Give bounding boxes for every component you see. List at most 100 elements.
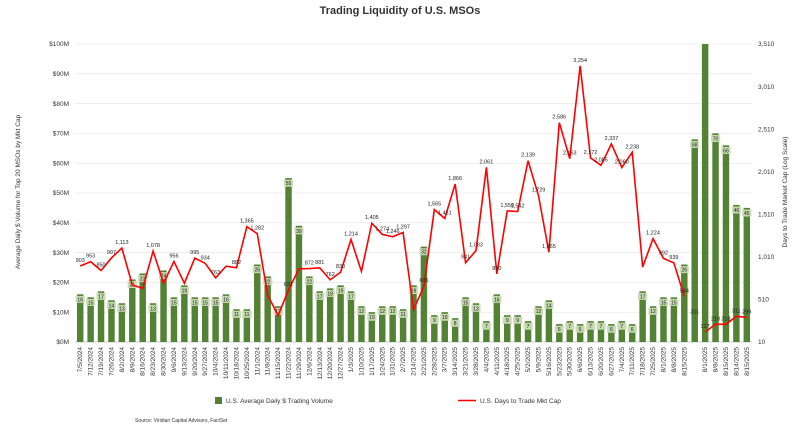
bar [337, 285, 344, 342]
bar-label: 15 [88, 300, 94, 306]
source-note: Source: Viridian Capital Advisors, FactS… [135, 418, 228, 424]
bar-label: 68 [692, 142, 698, 148]
bar-label: 32 [421, 250, 427, 256]
x-tick-label: 6/27/2025 [608, 347, 615, 376]
bar [462, 297, 469, 342]
x-tick-label: 8/23/2024 [150, 347, 157, 376]
bar-label: 18 [327, 291, 333, 297]
left-tick-label: $100M [49, 41, 69, 48]
bar-label-bg [86, 298, 96, 306]
x-tick-label: 7/18/2025 [640, 347, 647, 376]
bar-label: 15 [463, 300, 469, 306]
bar-label-bg [742, 209, 752, 217]
x-tick-label: 7/26/2024 [108, 347, 115, 376]
bar-label: 13 [473, 306, 479, 312]
bar-label: 7 [589, 324, 592, 330]
line-label: 762 [326, 272, 335, 278]
x-tick-label: 10/11/2024 [223, 347, 230, 379]
x-tick-label: 6/20/2025 [598, 347, 605, 376]
bar [514, 315, 521, 342]
bar-label: 17 [317, 294, 323, 300]
x-tick-label: 11/29/2024 [296, 347, 303, 379]
bar-label: 15 [192, 300, 198, 306]
bar-label: 22 [307, 279, 313, 285]
bar [733, 204, 740, 342]
bar [431, 315, 438, 342]
bar [566, 321, 573, 342]
line-label: 995 [190, 250, 199, 256]
bar-label-bg [638, 292, 648, 300]
line-label: 934 [201, 255, 210, 261]
bar-label: 12 [536, 309, 542, 315]
bar [681, 264, 688, 342]
bar-label-bg [169, 298, 179, 306]
left-tick-label: $50M [53, 190, 69, 197]
line-label: 1,729 [532, 188, 546, 194]
bar-label-bg [158, 272, 169, 280]
bar-label: 46 [734, 208, 740, 214]
bar [358, 306, 365, 342]
x-tick-label: 2/14/2025 [411, 347, 418, 376]
y-axis-right-label: Days to Trade Market Cap (Log Scale) [782, 137, 789, 248]
x-tick-label: 4/4/2025 [483, 347, 490, 373]
line-label: 763 [211, 270, 220, 276]
x-tick-label: 9/20/2024 [192, 347, 199, 376]
legend-line-label: U.S. Days to Trade Mkt Cap [480, 398, 561, 405]
x-tick-label: 4/25/2025 [515, 347, 522, 376]
line-label: 881 [315, 260, 324, 266]
x-tick-label: 9/27/2024 [202, 347, 209, 376]
line-label: 2,238 [625, 144, 639, 150]
bar-label: 16 [494, 297, 500, 303]
line-label: 1,866 [448, 176, 462, 182]
line-label: 953 [86, 254, 95, 260]
line-label: 2,139 [521, 153, 535, 159]
bar-label-bg [315, 292, 325, 300]
line-label: 1,274 [375, 226, 389, 232]
x-tick-label: 10/4/2024 [213, 347, 220, 376]
bar-label: 19 [338, 288, 344, 294]
x-tick-label: 8/15/2025 [681, 347, 688, 376]
line-label: 1,405 [365, 215, 379, 221]
bar [399, 309, 407, 342]
bar-label-bg [200, 298, 210, 306]
bar [639, 291, 646, 342]
bar [243, 309, 251, 342]
bar-label-bg [231, 310, 242, 318]
bar [201, 297, 209, 342]
bar [160, 270, 167, 342]
line-label: 1,282 [250, 226, 264, 232]
right-tick-label: 510 [758, 297, 769, 304]
bar [535, 306, 542, 342]
line-label: 311 [732, 308, 741, 314]
bar-label: 13 [119, 306, 125, 312]
line-label: 1,083 [469, 243, 483, 249]
bar-label: 17 [98, 294, 104, 300]
x-tick-label: 7/19/2024 [98, 347, 105, 376]
bar [618, 321, 626, 342]
bar [191, 297, 199, 342]
line-label: 992 [659, 250, 668, 256]
x-tick-label: 8/9/2024 [129, 347, 136, 373]
bar [608, 324, 615, 342]
bar [472, 303, 480, 342]
x-tick-label: 8/14/2025 [733, 347, 740, 376]
bar-label: 10 [442, 315, 448, 321]
bar [420, 246, 428, 342]
bar-label-bg [106, 301, 117, 309]
legend-bar-swatch [215, 397, 222, 404]
line-label: 956 [169, 253, 178, 259]
bar-label: 22 [265, 279, 271, 285]
line-label: 2,085 [594, 157, 608, 163]
line-label: 872 [305, 261, 314, 267]
bar-label: 23 [140, 276, 146, 282]
x-tick-label: 5/9/2025 [535, 347, 542, 373]
x-tick-label: 8/8/2025 [671, 347, 678, 373]
bar [649, 306, 657, 342]
bar-label-bg [419, 248, 429, 256]
series-line [79, 65, 686, 318]
bar-label: 9 [516, 318, 519, 324]
x-tick-label: 10/25/2024 [244, 347, 251, 380]
left-tick-label: $70M [53, 131, 69, 138]
line-label: 1,224 [646, 231, 660, 237]
x-tick-label: 8/8/2025 [713, 347, 720, 373]
